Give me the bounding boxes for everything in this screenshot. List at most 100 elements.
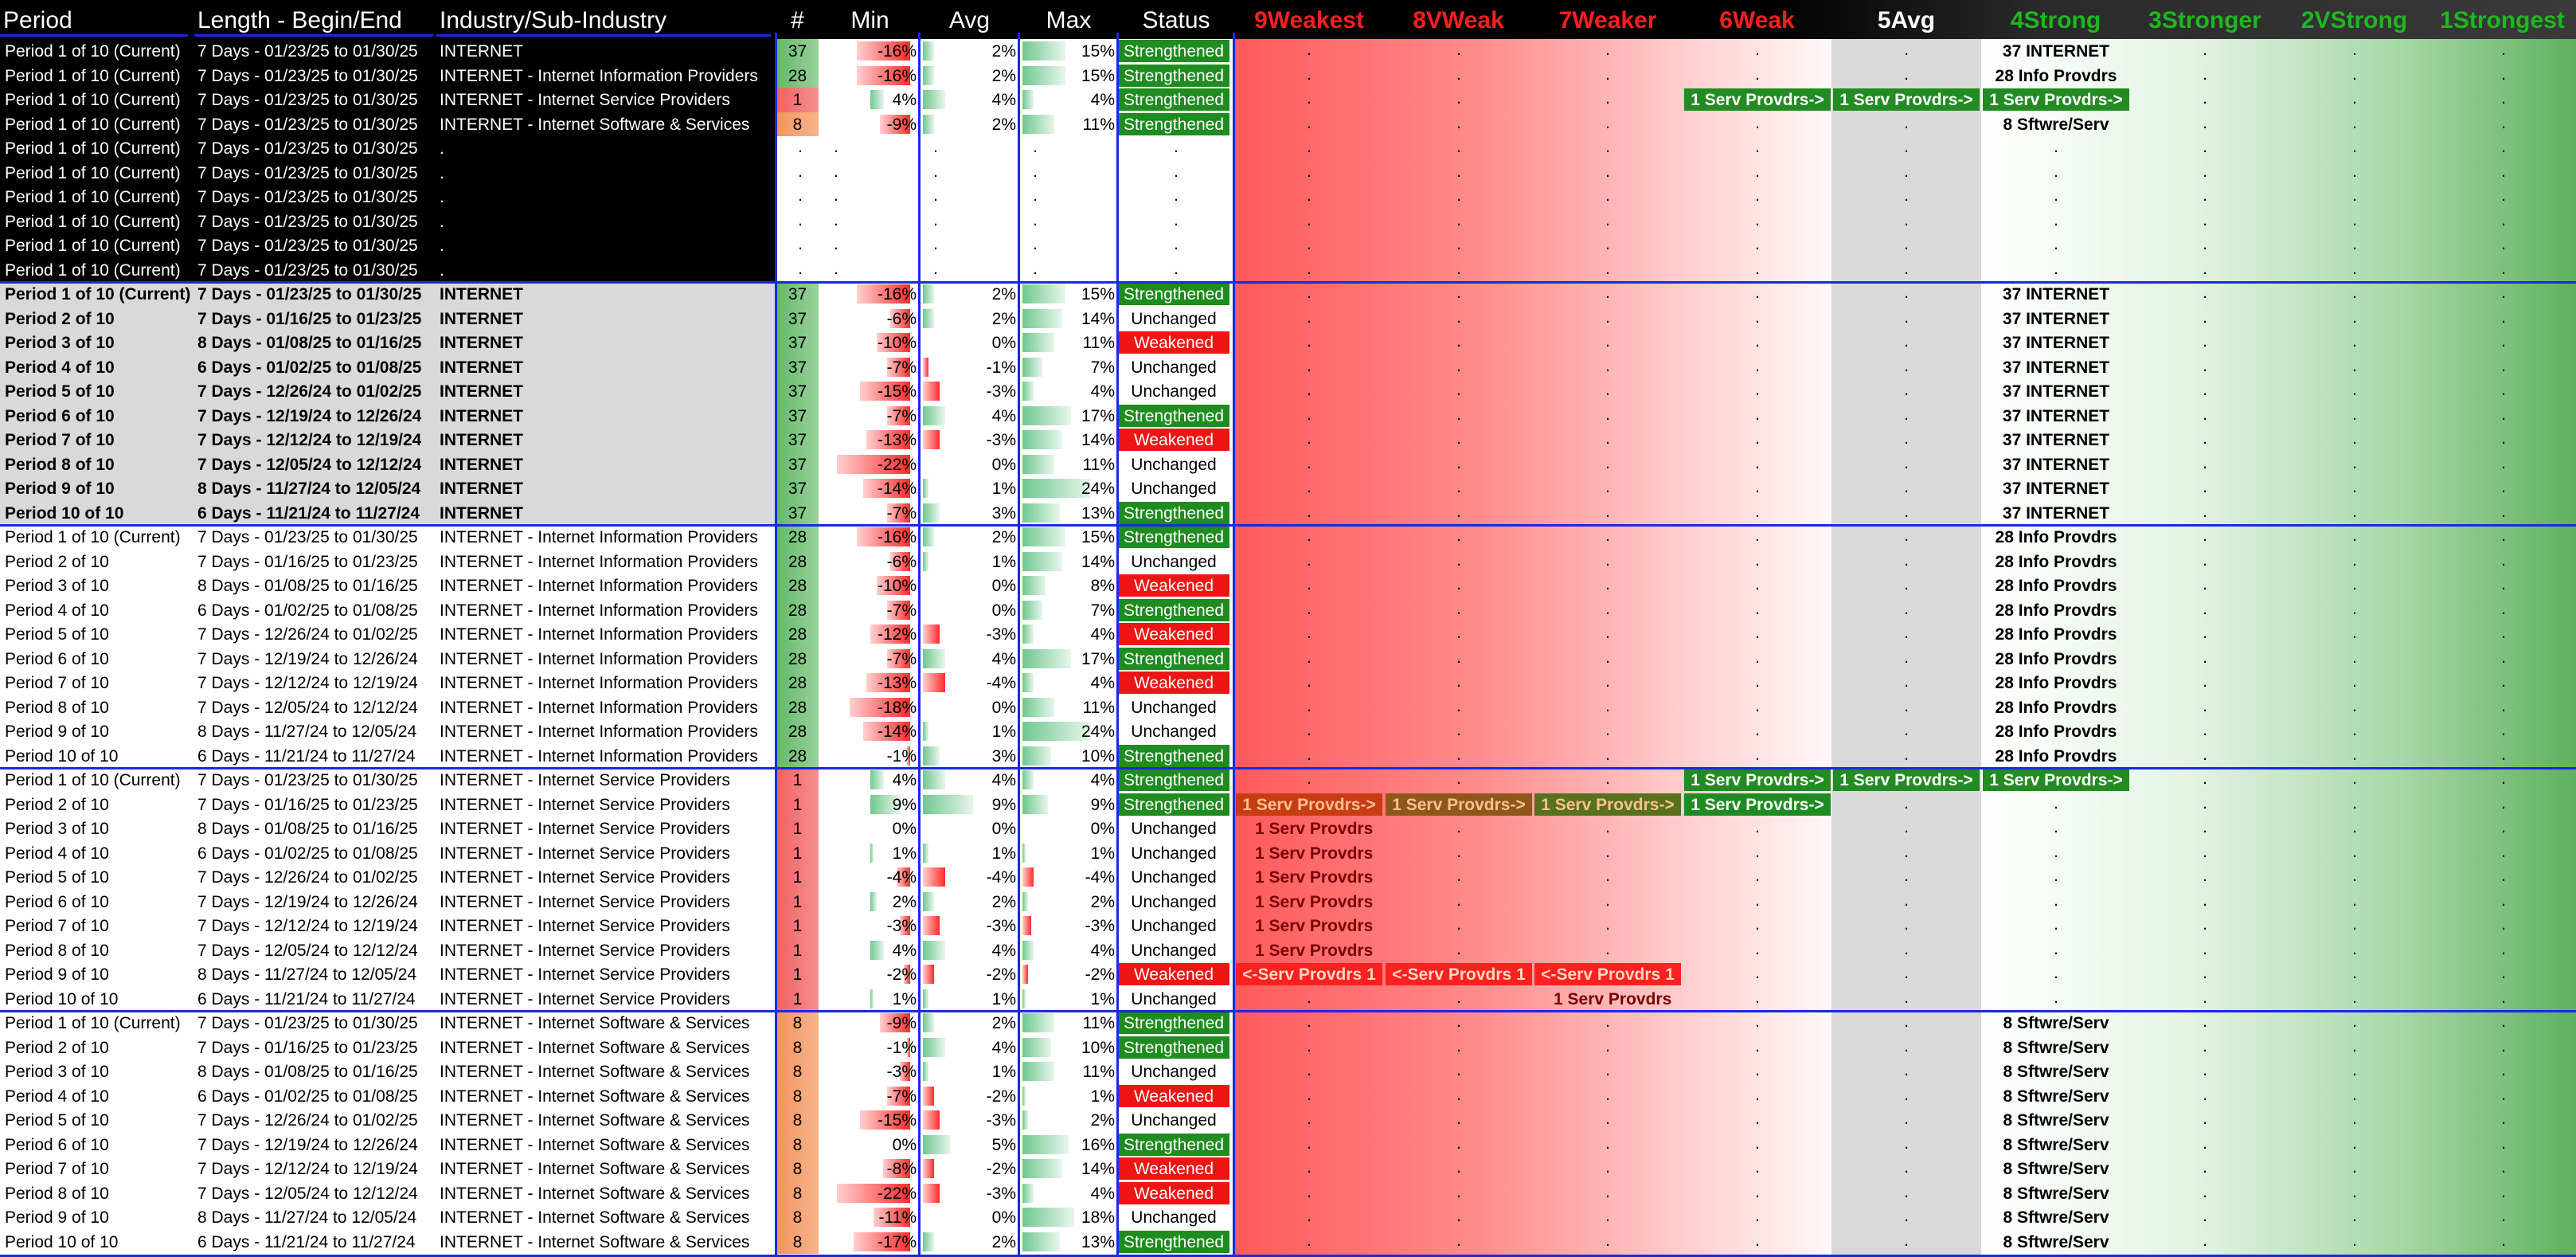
- status-badge: Strengthened: [1118, 1230, 1229, 1253]
- header-zone-2[interactable]: 2VStrong: [2300, 7, 2408, 33]
- zone-6-dot: .: [1755, 867, 1760, 885]
- table-row[interactable]: Period 9 of 10 8 Days - 11/27/24 to 12/05…: [0, 962, 2576, 987]
- table-row[interactable]: Period 8 of 10 7 Days - 12/05/24 to 12/12…: [0, 695, 2576, 719]
- period-cell: Period 4 of 10: [5, 358, 115, 377]
- header-avg[interactable]: Avg: [948, 7, 991, 33]
- table-row[interactable]: Period 3 of 10 8 Days - 01/08/25 to 01/16…: [0, 574, 2576, 598]
- zone-9-chip[interactable]: <-Serv Provdrs 1: [1236, 963, 1382, 985]
- table-row[interactable]: Period 4 of 10 6 Days - 01/02/25 to 01/08…: [0, 354, 2576, 379]
- table-row[interactable]: Period 5 of 10 7 Days - 12/26/24 to 01/02…: [0, 1108, 2576, 1133]
- header-zone-3[interactable]: 3Stronger: [2148, 7, 2261, 33]
- table-row[interactable]: Period 4 of 10 6 Days - 01/02/25 to 01/08…: [0, 840, 2576, 865]
- table-row[interactable]: Period 10 of 10 6 Days - 11/21/24 to 11/2…: [0, 986, 2576, 1011]
- avg-bar: [923, 90, 945, 109]
- table-row[interactable]: Period 7 of 10 7 Days - 12/12/24 to 12/19…: [0, 1157, 2576, 1181]
- table-row[interactable]: Period 1 of 10 (Current) 7 Days - 01/23/2…: [0, 63, 2576, 88]
- zone-1-dot: .: [2501, 842, 2506, 861]
- table-row[interactable]: Period 1 of 10 (Current) 7 Days - 01/23/2…: [0, 525, 2576, 550]
- zone-2-dot: .: [2352, 1012, 2357, 1031]
- status-badge: Unchanged: [1131, 989, 1217, 1008]
- table-row[interactable]: Period 4 of 10 6 Days - 01/02/25 to 01/08…: [0, 597, 2576, 622]
- header-count[interactable]: #: [791, 7, 804, 33]
- table-row[interactable]: Period 2 of 10 7 Days - 01/16/25 to 01/23…: [0, 549, 2576, 574]
- table-row[interactable]: Period 1 of 10 (Current) 7 Days - 01/23/2…: [0, 282, 2576, 307]
- status-badge: Unchanged: [1131, 1063, 1217, 1081]
- header-industry[interactable]: Industry/Sub-Industry: [440, 7, 667, 33]
- table-row[interactable]: Period 1 of 10 (Current) 7 Days - 01/23/2…: [0, 185, 2576, 210]
- zone-9-chip[interactable]: 1 Serv Provdrs->: [1236, 793, 1382, 816]
- table-row[interactable]: Period 7 of 10 7 Days - 12/12/24 to 12/19…: [0, 914, 2576, 938]
- table-row[interactable]: Period 5 of 10 7 Days - 12/26/24 to 01/02…: [0, 865, 2576, 890]
- header-zone-1[interactable]: 1Strongest: [2440, 7, 2565, 33]
- table-row[interactable]: Period 9 of 10 8 Days - 11/27/24 to 12/05…: [0, 719, 2576, 744]
- table-row[interactable]: Period 1 of 10 (Current) 7 Days - 01/23/2…: [0, 257, 2576, 282]
- table-row[interactable]: Period 7 of 10 7 Days - 12/12/24 to 12/19…: [0, 428, 2576, 452]
- zone-5-chip[interactable]: 1 Serv Provdrs->: [1833, 769, 1980, 791]
- table-row[interactable]: Period 2 of 10 7 Days - 01/16/25 to 01/23…: [0, 306, 2576, 331]
- table-row[interactable]: Period 6 of 10 7 Days - 12/19/24 to 12/26…: [0, 403, 2576, 428]
- table-row[interactable]: Period 6 of 10 7 Days - 12/19/24 to 12/26…: [0, 1132, 2576, 1157]
- zone-6-chip[interactable]: 1 Serv Provdrs->: [1684, 769, 1831, 791]
- zone-8-chip[interactable]: 1 Serv Provdrs->: [1386, 793, 1532, 816]
- table-row[interactable]: Period 6 of 10 7 Days - 12/19/24 to 12/26…: [0, 646, 2576, 671]
- table-row[interactable]: Period 10 of 10 6 Days - 11/21/24 to 11/2…: [0, 1229, 2576, 1254]
- zone-1-dot: .: [2501, 1182, 2506, 1201]
- zone-6-dot: .: [1755, 745, 1760, 764]
- table-row[interactable]: Period 1 of 10 (Current) 7 Days - 01/23/2…: [0, 768, 2576, 793]
- header-zone-5[interactable]: 5Avg: [1877, 7, 1936, 33]
- zone-6-dot: .: [1755, 988, 1760, 1007]
- zone-7-chip[interactable]: <-Serv Provdrs 1: [1534, 963, 1681, 985]
- zone-5-chip[interactable]: 1 Serv Provdrs->: [1833, 88, 1980, 111]
- header-status[interactable]: Status: [1142, 7, 1210, 33]
- table-row[interactable]: Period 9 of 10 8 Days - 11/27/24 to 12/05…: [0, 1205, 2576, 1230]
- max-value: 15%: [1081, 528, 1115, 546]
- table-row[interactable]: Period 1 of 10 (Current) 7 Days - 01/23/2…: [0, 160, 2576, 185]
- table-row[interactable]: Period 8 of 10 7 Days - 12/05/24 to 12/12…: [0, 452, 2576, 476]
- table-row[interactable]: Period 5 of 10 7 Days - 12/26/24 to 01/02…: [0, 622, 2576, 647]
- max-bar: [1022, 454, 1054, 474]
- table-row[interactable]: Period 4 of 10 6 Days - 01/02/25 to 01/08…: [0, 1083, 2576, 1108]
- table-row[interactable]: Period 2 of 10 7 Days - 01/16/25 to 01/23…: [0, 1035, 2576, 1059]
- header-length[interactable]: Length - Begin/End: [197, 7, 402, 33]
- header-zone-8[interactable]: 8VWeak: [1413, 7, 1504, 33]
- zone-5-dot: .: [1904, 624, 1909, 642]
- table-row[interactable]: Period 1 of 10 (Current) 7 Days - 01/23/2…: [0, 88, 2576, 112]
- header-zone-4[interactable]: 4Strong: [2010, 7, 2101, 33]
- zone-9-dot: .: [1307, 429, 1311, 448]
- header-zone-9[interactable]: 9Weakest: [1254, 7, 1364, 33]
- zone-2-dot: .: [2352, 1231, 2357, 1250]
- zone-6-chip[interactable]: 1 Serv Provdrs->: [1684, 793, 1831, 816]
- table-row[interactable]: Period 9 of 10 8 Days - 11/27/24 to 12/05…: [0, 476, 2576, 501]
- avg-cell: .: [920, 185, 1019, 210]
- table-row[interactable]: Period 1 of 10 (Current) 7 Days - 01/23/2…: [0, 112, 2576, 136]
- table-row[interactable]: Period 1 of 10 (Current) 7 Days - 01/23/2…: [0, 39, 2576, 64]
- header-max[interactable]: Max: [1046, 7, 1092, 33]
- header-zone-6[interactable]: 6Weak: [1719, 7, 1795, 33]
- table-row[interactable]: Period 3 of 10 8 Days - 01/08/25 to 01/16…: [0, 816, 2576, 841]
- table-row[interactable]: Period 5 of 10 7 Days - 12/26/24 to 01/02…: [0, 379, 2576, 404]
- zone-7-chip[interactable]: 1 Serv Provdrs->: [1534, 793, 1681, 816]
- header-period[interactable]: Period: [3, 7, 72, 33]
- table-row[interactable]: Period 10 of 10 6 Days - 11/21/24 to 11/2…: [0, 743, 2576, 768]
- zone-6-chip[interactable]: 1 Serv Provdrs->: [1684, 88, 1831, 111]
- table-row[interactable]: Period 1 of 10 (Current) 7 Days - 01/23/2…: [0, 209, 2576, 233]
- zone-4-chip[interactable]: 1 Serv Provdrs->: [1983, 769, 2129, 791]
- table-row[interactable]: Period 2 of 10 7 Days - 01/16/25 to 01/23…: [0, 792, 2576, 816]
- period-cell: Period 1 of 10 (Current): [5, 285, 191, 303]
- header-zone-7[interactable]: 7Weaker: [1558, 7, 1657, 33]
- table-row[interactable]: Period 7 of 10 7 Days - 12/12/24 to 12/19…: [0, 671, 2576, 695]
- table-row[interactable]: Period 3 of 10 8 Days - 01/08/25 to 01/16…: [0, 331, 2576, 355]
- period-cell: Period 10 of 10: [5, 1232, 119, 1251]
- table-row[interactable]: Period 8 of 10 7 Days - 12/05/24 to 12/12…: [0, 938, 2576, 962]
- table-row[interactable]: Period 1 of 10 (Current) 7 Days - 01/23/2…: [0, 1011, 2576, 1036]
- table-row[interactable]: Period 10 of 10 6 Days - 11/21/24 to 11/2…: [0, 500, 2576, 525]
- table-row[interactable]: Period 1 of 10 (Current) 7 Days - 01/23/2…: [0, 136, 2576, 161]
- table-row[interactable]: Period 6 of 10 7 Days - 12/19/24 to 12/26…: [0, 889, 2576, 914]
- table-row[interactable]: Period 3 of 10 8 Days - 01/08/25 to 01/16…: [0, 1059, 2576, 1084]
- header-min[interactable]: Min: [850, 7, 889, 33]
- table-row[interactable]: Period 1 of 10 (Current) 7 Days - 01/23/2…: [0, 233, 2576, 258]
- table-row[interactable]: Period 8 of 10 7 Days - 12/05/24 to 12/12…: [0, 1181, 2576, 1205]
- zone-8-chip[interactable]: <-Serv Provdrs 1: [1386, 963, 1532, 985]
- zone-9-label: 1 Serv Provdrs: [1255, 844, 1374, 863]
- zone-4-chip[interactable]: 1 Serv Provdrs->: [1983, 88, 2129, 111]
